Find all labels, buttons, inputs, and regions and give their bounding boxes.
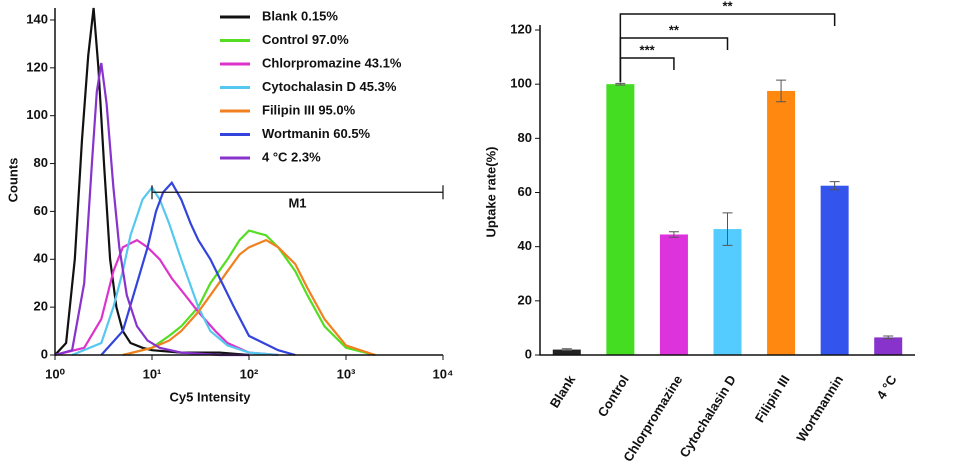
x-tick-label: Wortmannin <box>793 372 846 444</box>
x-tick-label: Chlorpromazine <box>620 372 685 464</box>
histogram-line <box>54 238 279 357</box>
x-tick-label: 4 °C <box>873 372 900 402</box>
legend-label: 4 °C 2.3% <box>262 149 321 164</box>
legend-label: Cytochalasin D 45.3% <box>262 79 397 94</box>
legend-label: Control 97.0% <box>262 32 349 47</box>
bar <box>606 84 635 356</box>
y-tick-label: 120 <box>26 59 48 74</box>
x-axis-label: Cy5 Intensity <box>170 389 252 404</box>
error-bar <box>883 335 894 340</box>
legend-label: Wortmanin 60.5% <box>262 126 371 141</box>
significance-label: *** <box>640 42 656 57</box>
y-tick-label: 40 <box>34 251 48 266</box>
y-tick-label: 60 <box>518 184 532 199</box>
y-tick-label: 100 <box>510 76 532 91</box>
significance-bracket <box>619 57 675 83</box>
y-tick-label: 80 <box>518 130 532 145</box>
y-tick-label: 140 <box>26 11 48 26</box>
bar <box>767 90 796 355</box>
histogram-line <box>100 180 296 357</box>
bar <box>713 229 742 355</box>
error-bar <box>829 181 840 191</box>
histogram-line <box>122 229 376 357</box>
y-tick-label: 80 <box>34 155 48 170</box>
significance-label: ** <box>722 0 733 13</box>
legend-label: Chlorpromazine 43.1% <box>262 55 402 70</box>
bar <box>874 337 903 355</box>
x-tick-label: 10² <box>240 366 259 381</box>
y-axis-label: Uptake rate(%) <box>483 146 498 237</box>
gate-label: M1 <box>288 196 306 211</box>
error-bar <box>561 348 572 351</box>
bar <box>552 349 581 355</box>
y-tick-label: 0 <box>525 346 532 361</box>
histogram-line <box>54 62 249 357</box>
x-tick-label: Filipin III <box>752 372 793 425</box>
error-bar <box>722 212 733 246</box>
y-axis-label: Counts <box>5 158 20 203</box>
significance-bracket <box>619 13 836 83</box>
error-bar <box>668 231 679 238</box>
x-tick-label: 10¹ <box>143 366 162 381</box>
histogram-line <box>54 7 250 357</box>
legend-label: Blank 0.15% <box>262 8 338 23</box>
y-tick-label: 100 <box>26 107 48 122</box>
x-tick-label: Blank <box>547 372 579 411</box>
bar <box>820 185 849 355</box>
bar <box>659 234 688 355</box>
y-tick-label: 120 <box>510 21 532 36</box>
y-tick-label: 20 <box>34 299 48 314</box>
histogram-line <box>122 238 376 357</box>
x-tick-label: 10⁰ <box>45 366 65 381</box>
significance-label: ** <box>669 22 680 37</box>
x-tick-label: 10³ <box>337 366 356 381</box>
y-tick-label: 0 <box>41 346 48 361</box>
y-tick-label: 40 <box>518 238 532 253</box>
x-tick-label: Control <box>595 372 632 419</box>
x-tick-label: 10⁴ <box>433 366 454 381</box>
error-bar <box>615 82 626 86</box>
x-tick-label: Cytochalasin D <box>676 372 738 460</box>
y-tick-label: 20 <box>518 292 532 307</box>
error-bar <box>776 79 787 103</box>
y-tick-label: 60 <box>34 203 48 218</box>
legend-label: Filipin III 95.0% <box>262 102 356 117</box>
